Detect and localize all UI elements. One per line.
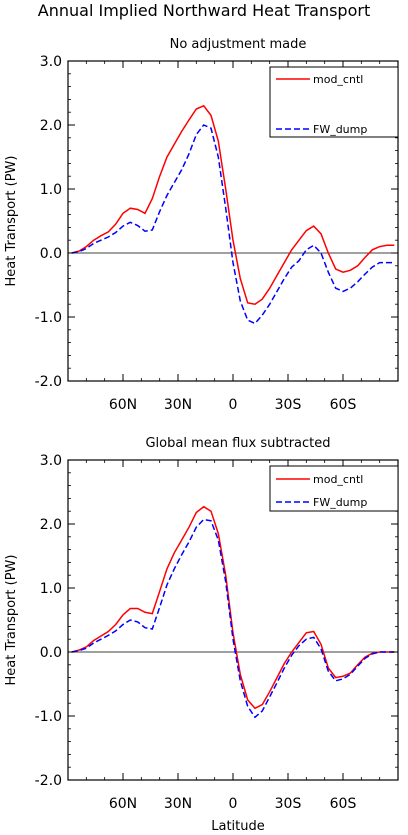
panel-1-ylabel: Heat Transport (PW) [4, 156, 19, 287]
panel-1-title: No adjustment made [170, 37, 307, 52]
panel-1-series-FW_dump [71, 124, 395, 325]
panel-1-xtick-label: 30N [164, 397, 192, 413]
panel-2-ytick-label: -1.0 [35, 709, 62, 725]
panel-1-ytick-label: 2.0 [40, 118, 62, 134]
panel-2-ylabel: Heat Transport (PW) [4, 555, 19, 686]
panel-1-legend-label-mod_cntl: mod_cntl [313, 73, 363, 86]
panel-1: No adjustment made Heat Transport (PW) 3… [4, 37, 399, 413]
panel-1-legend-label-FW_dump: FW_dump [313, 123, 367, 136]
panel-2-ytick-label: 3.0 [40, 453, 62, 469]
panel-2-ytick-label: 1.0 [40, 581, 62, 597]
panel-2-title: Global mean flux subtracted [145, 436, 330, 451]
panel-2-xtick-label: 0 [229, 796, 238, 812]
panel-2-plot: 3.0 2.0 1.0 0.0 -1.0 -2.0 60N 30N 0 30S 60S [35, 453, 399, 812]
panel-2-ytick-label: 2.0 [40, 517, 62, 533]
panel-1-xtick-label: 30S [275, 397, 302, 413]
panel-1-xtick-label: 60N [109, 397, 137, 413]
panel-2-ytick-label: -2.0 [35, 773, 62, 789]
panel-2: Global mean flux subtracted Heat Transpo… [4, 436, 399, 834]
panel-2-xtick-label: 60N [109, 796, 137, 812]
panel-2-xtick-label: 30S [275, 796, 302, 812]
figure-title: Annual Implied Northward Heat Transport [38, 1, 370, 20]
panel-1-ytick-label: -2.0 [35, 374, 62, 390]
panel-1-ytick-label: -1.0 [35, 310, 62, 326]
panel-2-ytick-label: 0.0 [40, 645, 62, 661]
panel-1-ytick-label: 0.0 [40, 246, 62, 262]
panel-2-xtick-label: 60S [330, 796, 357, 812]
panel-1-legend: mod_cntl FW_dump [269, 66, 399, 138]
panel-2-series-mod_cntl [71, 505, 395, 710]
panel-2-legend-box [269, 465, 399, 512]
panel-1-xtick-label: 60S [330, 397, 357, 413]
panel-1-ytick-label: 1.0 [40, 182, 62, 198]
panel-1-ytick-label: 3.0 [40, 54, 62, 70]
panel-2-legend-label-FW_dump: FW_dump [313, 496, 367, 509]
panel-2-legend: mod_cntl FW_dump [269, 465, 399, 512]
panel-2-legend-label-mod_cntl: mod_cntl [313, 473, 363, 486]
panel-2-xlabel: Latitude [211, 819, 265, 830]
panel-1-series-mod_cntl [71, 104, 395, 305]
panel-1-xtick-label: 0 [229, 397, 238, 413]
panel-2-series-FW_dump [71, 518, 395, 719]
panel-1-plot: 3.0 2.0 1.0 0.0 -1.0 -2.0 60N 30N 0 30S 60S [35, 54, 399, 413]
panel-2-xtick-label: 30N [164, 796, 192, 812]
